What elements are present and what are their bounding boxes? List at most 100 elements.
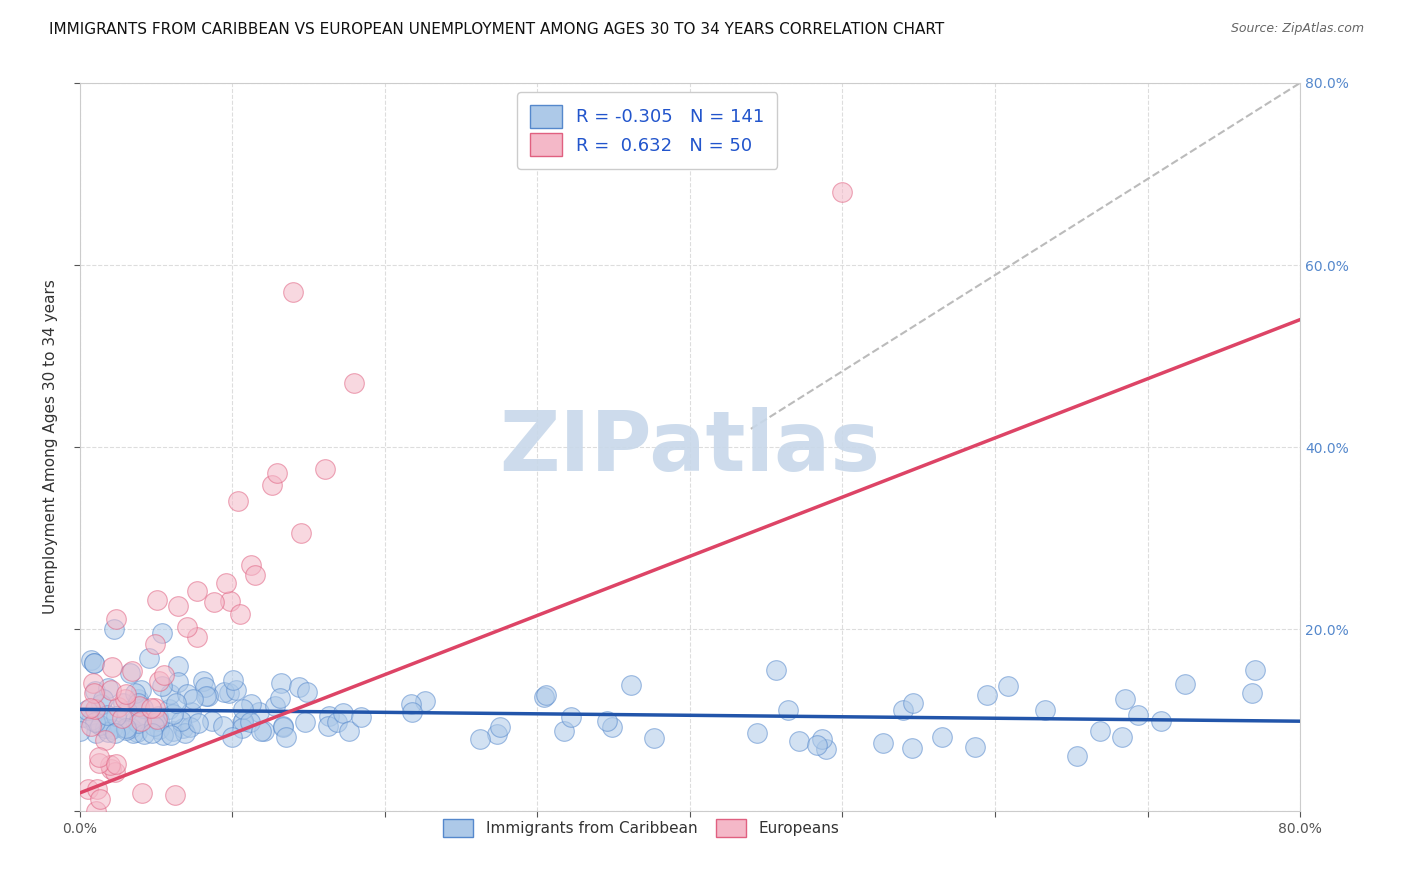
Point (83, 657, 105, 671)
Point (191, 674, 214, 689)
Point (747, 726, 769, 740)
Point (167, 659, 190, 673)
Point (159, 687, 181, 701)
Point (94, 733, 117, 747)
Point (153, 668, 176, 682)
Y-axis label: Unemployment Among Ages 30 to 34 years: Unemployment Among Ages 30 to 34 years (44, 279, 58, 615)
Point (1114, 691, 1136, 706)
Point (121, 664, 143, 678)
Point (976, 688, 998, 702)
Point (94, 722, 117, 736)
Point (97, 681, 120, 695)
Point (620, 678, 643, 692)
Point (148, 723, 170, 737)
Point (103, 622, 125, 636)
Point (201, 714, 224, 728)
Point (468, 732, 491, 747)
Point (108, 720, 131, 734)
Point (295, 685, 318, 699)
Point (132, 726, 155, 740)
Point (150, 626, 173, 640)
Point (124, 686, 146, 700)
Point (1150, 714, 1173, 729)
Point (170, 714, 193, 728)
Point (401, 705, 423, 719)
Point (776, 703, 799, 717)
Point (815, 741, 838, 756)
Point (146, 708, 169, 723)
Point (553, 723, 575, 738)
Point (176, 687, 198, 701)
Point (195, 689, 218, 703)
Point (104, 764, 127, 779)
Point (247, 705, 270, 719)
Point (97, 724, 120, 739)
Point (127, 696, 149, 710)
Point (138, 651, 160, 665)
Point (1111, 731, 1133, 745)
Point (232, 714, 254, 729)
Point (332, 706, 354, 721)
Point (98, 758, 121, 772)
Point (253, 724, 276, 739)
Point (415, 694, 437, 708)
Point (266, 466, 288, 480)
Point (104, 612, 127, 626)
Point (115, 723, 138, 737)
Text: Source: ZipAtlas.com: Source: ZipAtlas.com (1230, 22, 1364, 36)
Point (114, 691, 136, 706)
Point (86, 781, 108, 796)
Point (141, 726, 163, 740)
Point (602, 720, 624, 734)
Point (1033, 703, 1056, 717)
Point (115, 704, 138, 718)
Point (132, 701, 155, 715)
Point (111, 710, 134, 724)
Point (72, 710, 94, 724)
Point (787, 733, 810, 747)
Point (82, 676, 104, 690)
Point (294, 715, 316, 730)
Point (186, 715, 208, 730)
Point (262, 478, 284, 492)
Point (90, 697, 112, 711)
Point (931, 731, 953, 745)
Point (186, 584, 208, 599)
Point (100, 682, 122, 697)
Point (127, 691, 149, 706)
Point (806, 739, 828, 753)
Point (222, 673, 245, 688)
Point (274, 730, 297, 744)
Point (1241, 686, 1264, 700)
Point (125, 725, 148, 739)
Point (350, 710, 373, 724)
Point (343, 376, 366, 391)
Point (98, 715, 121, 730)
Point (271, 719, 294, 733)
Point (124, 713, 146, 727)
Point (219, 593, 242, 607)
Point (643, 731, 665, 746)
Point (104, 756, 127, 771)
Point (225, 683, 247, 698)
Point (997, 679, 1019, 693)
Point (152, 728, 174, 742)
Point (76, 704, 98, 718)
Point (162, 723, 184, 738)
Point (83, 704, 105, 718)
Point (250, 724, 273, 739)
Point (240, 697, 263, 711)
Point (903, 696, 925, 710)
Point (165, 789, 187, 803)
Point (84, 684, 107, 698)
Point (84, 726, 107, 740)
Point (87, 750, 110, 764)
Point (167, 674, 190, 689)
Point (232, 714, 254, 728)
Point (229, 607, 252, 622)
Point (212, 685, 235, 699)
Point (221, 730, 243, 744)
Point (80, 719, 103, 733)
Point (174, 726, 197, 740)
Point (145, 712, 167, 726)
